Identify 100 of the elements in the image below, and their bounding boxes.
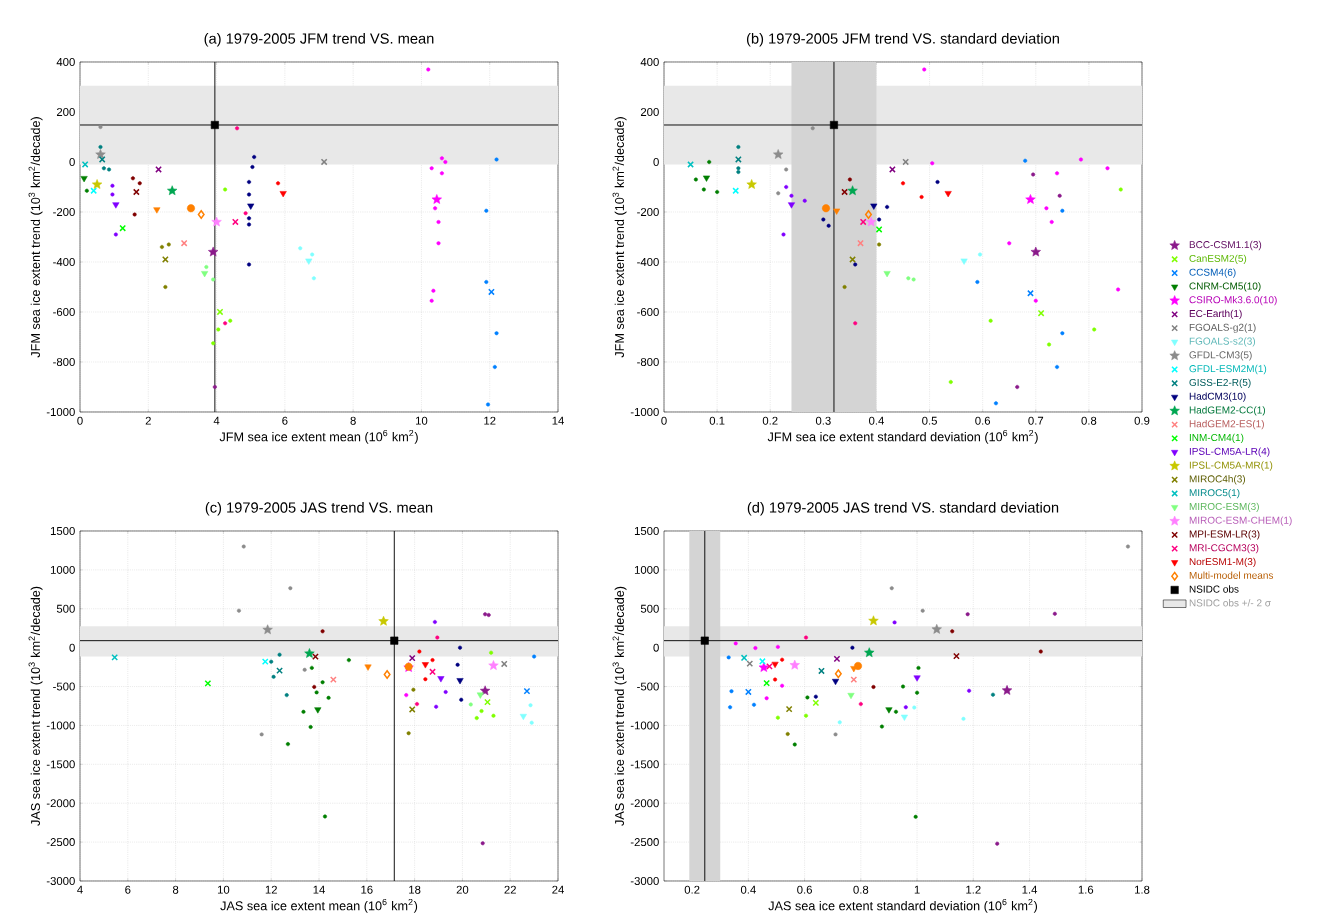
legend-label: HadCM3(10) (1189, 392, 1246, 402)
y-tick-label: -800 (637, 357, 659, 366)
x-tick-label: 0.2 (684, 885, 700, 894)
x-tick-label: 0.6 (797, 885, 812, 894)
y-tick-label: 200 (56, 107, 75, 116)
x-tick-label: 24 (552, 885, 564, 894)
legend-label: CSIRO-Mk3.6.0(10) (1189, 295, 1277, 306)
x-tick-label: 14 (552, 416, 564, 425)
legend-label: NorESM1-M(3) (1189, 557, 1256, 568)
y-tick-label: -400 (53, 257, 75, 266)
y-axis-title: JAS sea ice extent trend (10$^{3}$ km$^{2}$/decade) (612, 586, 627, 826)
x-tick-label: 0.2 (762, 416, 778, 425)
y-tick-label: 400 (640, 57, 659, 66)
x-tick-label: 22 (504, 885, 516, 894)
x-axis-title: JFM sea ice extent mean (10$^{6}$ km$^{2}$) (219, 429, 418, 444)
x-tick-label: 0.3 (815, 416, 831, 425)
legend-label: FGOALS-g2(1) (1189, 323, 1256, 333)
y-tick-label: -3000 (630, 876, 659, 885)
y-tick-label: 0 (69, 643, 75, 652)
legend-label: HadGEM2-CC(1) (1189, 406, 1266, 416)
x-tick-label: 0.8 (853, 885, 869, 894)
y-tick-label: 500 (640, 604, 659, 613)
x-tick-label: 0.8 (1081, 416, 1097, 425)
x-tick-label: 0.5 (922, 416, 937, 425)
x-tick-label: 6 (282, 416, 288, 425)
y-tick-label: -1000 (46, 721, 75, 730)
y-tick-label: 200 (640, 107, 659, 116)
x-tick-label: 0.6 (975, 416, 991, 425)
x-axis-title: JFM sea ice extent standard deviation (10$^{6}$ km$^{2}$) (767, 429, 1038, 444)
x-tick-label: 6 (125, 885, 131, 894)
y-tick-label: 1000 (50, 565, 75, 574)
legend-label: HadGEM2-ES(1) (1189, 419, 1264, 430)
x-tick-label: 1.8 (1134, 885, 1150, 894)
legend-label: NSIDC obs (1189, 585, 1239, 593)
y-tick-label: -1000 (630, 721, 659, 730)
y-tick-label: -1000 (630, 407, 659, 416)
y-tick-label: -2500 (46, 838, 75, 847)
x-tick-label: 0 (661, 416, 667, 425)
x-tick-label: 8 (350, 416, 356, 425)
legend-label: GFDL-CM3(5) (1189, 351, 1252, 361)
y-tick-label: -2000 (46, 799, 75, 808)
x-tick-label: 10 (217, 885, 230, 894)
y-tick-label: 1500 (634, 526, 659, 535)
x-tick-label: 12 (484, 416, 496, 425)
legend-label: GISS-E2-R(5) (1189, 378, 1251, 388)
x-tick-label: 1.6 (1078, 885, 1094, 894)
y-tick-label: -1500 (46, 760, 75, 769)
x-tick-label: 4 (213, 416, 220, 425)
legend-label: NSIDC obs +/- 2 σ (1189, 599, 1271, 607)
y-tick-label: -200 (53, 207, 75, 216)
legend-label: MIROC-ESM(3) (1189, 502, 1259, 512)
x-tick-label: 1 (914, 885, 920, 894)
y-tick-label: -400 (637, 257, 659, 266)
chart-title: (c) 1979-2005 JAS trend VS. mean (205, 501, 433, 516)
y-tick-label: 1500 (50, 526, 75, 535)
y-tick-label: -800 (53, 357, 75, 366)
legend-label: CCSM4(6) (1189, 268, 1236, 278)
legend-label: GFDL-ESM2M(1) (1189, 364, 1267, 375)
legend-label: MIROC5(1) (1189, 488, 1240, 499)
x-tick-label: 0.7 (1028, 416, 1044, 425)
x-tick-label: 0.4 (740, 885, 756, 894)
legend-label: EC-Earth(1) (1189, 309, 1242, 320)
x-axis-title: JAS sea ice extent standard deviation (10$^{6}$ km$^{2}$) (768, 898, 1038, 913)
x-tick-label: 8 (172, 885, 179, 894)
legend-label: BCC-CSM1.1(3) (1189, 240, 1262, 251)
y-tick-label: 0 (653, 643, 659, 652)
legend-label: CanESM2(5) (1189, 254, 1247, 264)
y-tick-label: 500 (56, 604, 75, 613)
y-tick-label: -1500 (630, 760, 659, 769)
y-tick-label: -2000 (630, 799, 659, 808)
legend-label: MRI-CGCM3(3) (1189, 544, 1259, 554)
y-tick-label: -200 (637, 207, 659, 216)
y-tick-label: -3000 (46, 876, 75, 885)
legend-label: Multi-model means (1189, 571, 1274, 579)
x-tick-label: 1.4 (1022, 885, 1038, 894)
x-tick-label: 12 (265, 885, 277, 894)
x-tick-label: 14 (313, 885, 325, 894)
x-tick-label: 10 (415, 416, 428, 425)
x-tick-label: 0.9 (1134, 416, 1150, 425)
y-tick-label: -2500 (630, 838, 659, 847)
y-axis-title: JFM sea ice extent trend (10$^{3}$ km$^{2}$/decade) (28, 117, 43, 358)
legend-label: MPI-ESM-LR(3) (1189, 530, 1260, 540)
x-tick-label: 0.1 (709, 416, 725, 425)
legend-label: CNRM-CM5(10) (1189, 282, 1261, 292)
y-tick-label: -500 (637, 682, 659, 691)
y-tick-label: -600 (53, 307, 75, 316)
chart-title: (d) 1979-2005 JAS trend VS. standard deviation (747, 501, 1059, 516)
y-tick-label: 1000 (634, 565, 659, 574)
legend-label: INM-CM4(1) (1189, 433, 1244, 444)
x-tick-label: 16 (361, 885, 373, 894)
x-axis-title: JAS sea ice extent mean (10$^{6}$ km$^{2}$) (220, 898, 418, 913)
x-tick-label: 2 (145, 416, 151, 425)
x-tick-label: 0 (77, 416, 83, 425)
y-tick-label: 400 (56, 57, 75, 66)
legend-label: IPSL-CM5A-MR(1) (1189, 461, 1273, 471)
y-axis-title: JAS sea ice extent trend (10$^{3}$ km$^{2}$/decade) (28, 586, 43, 826)
y-tick-label: 0 (653, 157, 659, 166)
y-tick-label: -500 (53, 682, 75, 691)
legend-label: IPSL-CM5A-LR(4) (1189, 447, 1270, 457)
y-tick-label: -600 (637, 307, 659, 316)
